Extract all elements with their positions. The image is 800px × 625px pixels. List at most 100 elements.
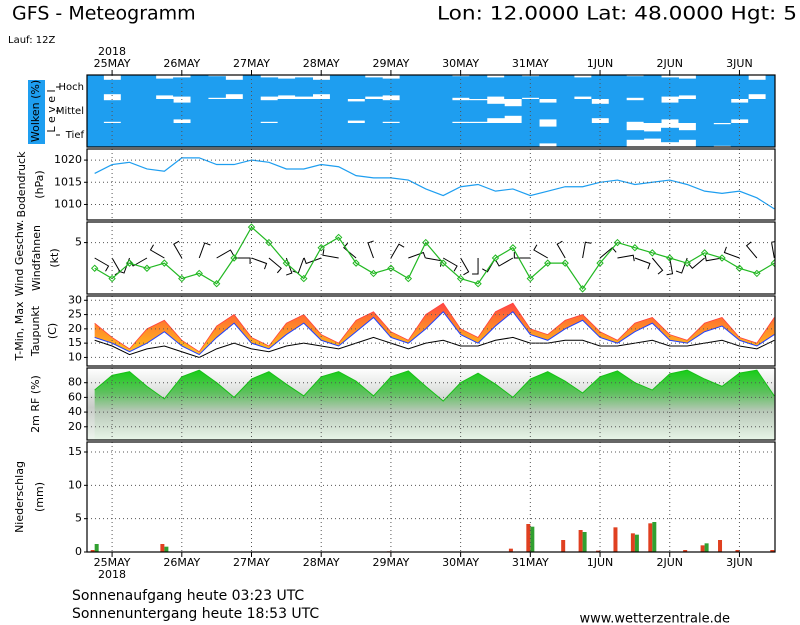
- pressure-line: [94, 157, 775, 210]
- sunrise: Sonnenaufgang heute 03:23 UTC: [72, 588, 304, 604]
- wind-speed-point: [230, 254, 238, 262]
- wind-speed-point: [195, 269, 203, 278]
- x-tick-label: 25MAY: [94, 57, 131, 70]
- y-tick-label: 25: [68, 308, 82, 321]
- cloud-cover: [138, 75, 157, 99]
- x-tick-label: 27MAY: [233, 556, 270, 569]
- cloud-cover: [748, 123, 767, 147]
- cloud-cover: [260, 100, 279, 122]
- cloud-cover: [155, 99, 174, 123]
- cloud-cover: [486, 123, 505, 147]
- wind-speed-point: [456, 274, 465, 283]
- panel-background: [87, 149, 775, 220]
- y-axis-unit: (kt): [48, 248, 61, 267]
- y-tick-label: 1010: [54, 197, 82, 210]
- wind-speed-point: [735, 264, 744, 272]
- t-min-line: [94, 310, 775, 356]
- cloud-cover: [207, 99, 226, 123]
- cloud-cover: [556, 99, 575, 123]
- precip-bar: [634, 534, 639, 552]
- wind-speed-point: [108, 274, 116, 283]
- wind-speed-point: [509, 244, 517, 252]
- cloud-cover: [539, 102, 557, 120]
- panel-background: [87, 222, 775, 294]
- y-axis-label: 2m RF (%): [29, 375, 42, 433]
- panel-background: [87, 296, 775, 366]
- wind-barb: [688, 257, 705, 269]
- wind-speed-point: [439, 259, 447, 267]
- rh-area: [94, 370, 775, 440]
- y-axis-label-2: Taupunkt: [29, 305, 42, 357]
- wind-speed-point: [648, 249, 657, 257]
- wind-speed-point: [143, 264, 151, 272]
- x-tick-label: 28MAY: [303, 57, 340, 70]
- wind-barb: [666, 257, 674, 276]
- cloud-cover: [260, 77, 279, 97]
- x-tick-label: 30MAY: [442, 556, 479, 569]
- wind-speed-point: [491, 254, 500, 262]
- level-label: Hoch: [59, 82, 84, 93]
- cloud-cover: [260, 123, 279, 147]
- cloud-cover: [434, 123, 453, 147]
- wind-barb: [303, 257, 322, 265]
- y-axis-unit: (C): [46, 323, 59, 339]
- cloud-cover: [190, 75, 209, 99]
- y-axis-label-2: L e v e l: [45, 89, 58, 132]
- wind-speed-point: [474, 280, 482, 288]
- cloud-cover: [225, 123, 244, 147]
- cloud-cover: [347, 123, 366, 147]
- cloud-cover: [225, 99, 244, 123]
- wind-barb: [268, 257, 282, 274]
- y-axis-label-2: Windfahnen: [30, 225, 43, 291]
- wind-barb: [442, 257, 458, 272]
- cloud-cover: [713, 75, 732, 99]
- cloud-cover: [434, 99, 453, 123]
- wind-barb: [495, 257, 514, 267]
- precip-bar: [718, 540, 723, 552]
- panel-frame: [86, 367, 776, 441]
- cloud-cover: [347, 101, 366, 121]
- cloud-cover: [678, 130, 697, 140]
- y-axis-label: Wolken (%): [29, 80, 42, 142]
- cloud-cover: [138, 123, 157, 147]
- y-tick-label: 10: [68, 350, 82, 363]
- panel-data: [87, 222, 775, 294]
- wind-barb: [533, 244, 549, 259]
- cloud-cover: [643, 131, 662, 139]
- x-tick-label: 27MAY: [233, 57, 270, 70]
- cloud-cover: [626, 100, 645, 122]
- panel-frame: [86, 441, 776, 553]
- cloud-cover: [190, 99, 209, 123]
- run: Lauf: 12Z: [8, 35, 55, 46]
- wind-barb: [634, 257, 651, 270]
- wind-speed-point: [683, 259, 691, 267]
- precip-bar: [735, 550, 740, 552]
- y-tick-label: 15: [68, 445, 82, 458]
- rh-line: [94, 369, 775, 402]
- wind-speed-point: [125, 259, 134, 267]
- cloud-cover: [608, 123, 627, 147]
- wind-barb: [723, 246, 740, 259]
- cloud-cover: [329, 123, 348, 147]
- wind-speed-point: [178, 274, 186, 283]
- cloud-cover: [695, 123, 714, 147]
- cloud-cover: [417, 99, 435, 123]
- wind-barb: [582, 241, 592, 259]
- y-tick-label: 20: [68, 420, 82, 433]
- precip-bar: [630, 533, 635, 552]
- cloud-cover: [643, 75, 662, 99]
- dewpoint-line: [94, 336, 775, 358]
- y-axis-label: Bodendruck: [15, 151, 28, 218]
- wind-barb: [460, 257, 470, 276]
- panel-data: [87, 296, 775, 366]
- cloud-cover: [399, 75, 418, 99]
- wind-barb: [367, 240, 374, 259]
- y-tick-label: 1020: [54, 153, 82, 166]
- y-tick-label: 60: [68, 390, 82, 403]
- cloud-cover: [539, 126, 557, 144]
- cloud-cover: [748, 99, 767, 123]
- wind-speed-point: [613, 238, 622, 247]
- x-tick-label: 2JUN: [656, 556, 683, 569]
- wind-barb: [198, 242, 211, 259]
- cloud-cover: [329, 75, 348, 99]
